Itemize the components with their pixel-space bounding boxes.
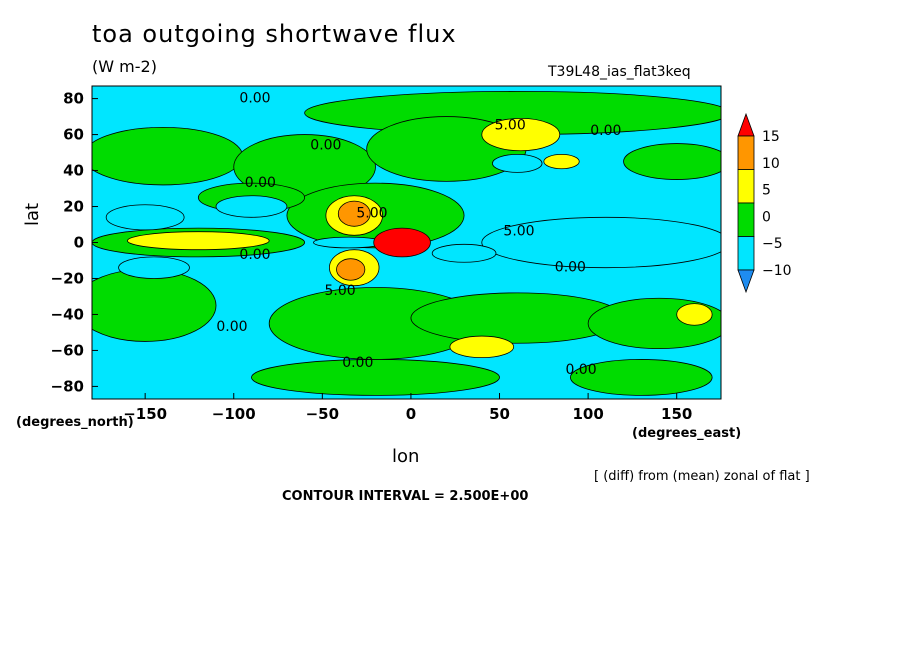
y-tick-label-1: 60: [63, 126, 84, 144]
contour-region-28: [337, 200, 371, 227]
x-axis-label: lon: [392, 446, 420, 467]
contour-label-8: 0.00: [555, 260, 586, 276]
contour-label-11: 0.00: [342, 355, 373, 371]
colorbar-label-4: −5: [762, 236, 783, 252]
x-tick-label-2: −50: [306, 405, 339, 423]
difference-note: [ (diff) from (mean) zonal of flat ]: [594, 469, 810, 484]
x-axis: −150 −100 −50 0 50 100 150: [123, 393, 692, 423]
filled-contours: [92, 91, 721, 396]
colorbar-label-3: 0: [762, 209, 771, 225]
y-tick-label-8: −80: [51, 377, 84, 395]
contour-region-29: [336, 258, 366, 281]
x-tick-label-6: 150: [661, 405, 692, 423]
contour-region-23: [543, 153, 580, 170]
colorbar-segment-0: [737, 269, 755, 294]
contour-region-12: [569, 359, 713, 396]
colorbar-label-1: 10: [762, 156, 780, 172]
contour-region-17: [215, 195, 288, 218]
contour-label-6: 5.00: [503, 224, 534, 240]
contour-label-9: 5.00: [324, 283, 355, 299]
colorbar-segment-3: [737, 169, 755, 204]
contour-region-18: [492, 153, 543, 173]
contour-region-7: [92, 269, 217, 342]
chart-units: (W m-2): [92, 57, 157, 76]
contour-label-10: 0.00: [216, 319, 247, 335]
colorbar-segment-5: [737, 112, 755, 137]
colorbar-label-2: 5: [762, 183, 771, 199]
y-tick-label-2: 40: [63, 162, 84, 180]
colorbar-label-0: 15: [762, 129, 780, 145]
contour-label-1: 5.00: [495, 118, 526, 134]
x-axis-unit: (degrees_east): [632, 426, 742, 441]
contour-region-11: [251, 359, 500, 396]
contour-label-5: 5.00: [356, 206, 387, 222]
colorbar: 15 10 5 0 −5 −10: [737, 112, 792, 294]
contour-region-30: [373, 227, 431, 258]
contour-label-7: 0.00: [239, 247, 270, 263]
contour-region-19: [431, 243, 497, 263]
y-axis-unit: (degrees_north): [16, 415, 134, 430]
contour-label-2: 0.00: [590, 123, 621, 139]
contour-label-3: 0.00: [310, 137, 341, 153]
y-tick-label-0: 80: [63, 90, 84, 108]
colorbar-segment-2: [737, 202, 755, 237]
x-tick-label-0: −150: [123, 405, 167, 423]
y-tick-label-4: 0: [74, 234, 84, 252]
contour-region-14: [481, 216, 721, 269]
contour-region-21: [127, 231, 270, 251]
x-tick-label-4: 50: [489, 405, 510, 423]
x-tick-label-1: −100: [212, 405, 256, 423]
y-axis: 80 60 40 20 0 −20 −40 −60 −80: [51, 90, 98, 395]
y-tick-label-5: −20: [51, 269, 84, 287]
x-tick-label-3: 0: [406, 405, 416, 423]
contour-region-26: [676, 303, 713, 326]
contour-region-4: [623, 143, 721, 180]
y-tick-label-3: 20: [63, 198, 84, 216]
contour-region-15: [105, 204, 185, 231]
contour-labels: 0.00 5.00 0.00 0.00 0.00 5.00 5.00 0.00 0.00 5.00…: [216, 91, 621, 379]
contour-interval: CONTOUR INTERVAL = 2.500E+00: [282, 489, 529, 504]
contour-region-10: [587, 297, 721, 350]
colorbar-label-5: −10: [762, 263, 792, 279]
colorbar-segment-4: [737, 135, 755, 170]
contour-label-0: 0.00: [239, 91, 270, 107]
run-label: T39L48_ias_flat3keq: [548, 64, 691, 80]
colorbar-segment-1: [737, 236, 755, 271]
contour-region-22: [481, 117, 561, 152]
contour-label-4: 0.00: [245, 175, 276, 191]
contour-label-12: 0.00: [565, 362, 596, 378]
contour-region-27: [449, 335, 515, 359]
contour-region-16: [118, 256, 190, 279]
y-tick-label-7: −60: [51, 341, 84, 359]
chart-title: toa outgoing shortwave flux: [92, 20, 457, 48]
x-tick-label-5: 100: [572, 405, 603, 423]
contour-region-1: [92, 126, 243, 186]
y-tick-label-6: −40: [51, 305, 84, 323]
